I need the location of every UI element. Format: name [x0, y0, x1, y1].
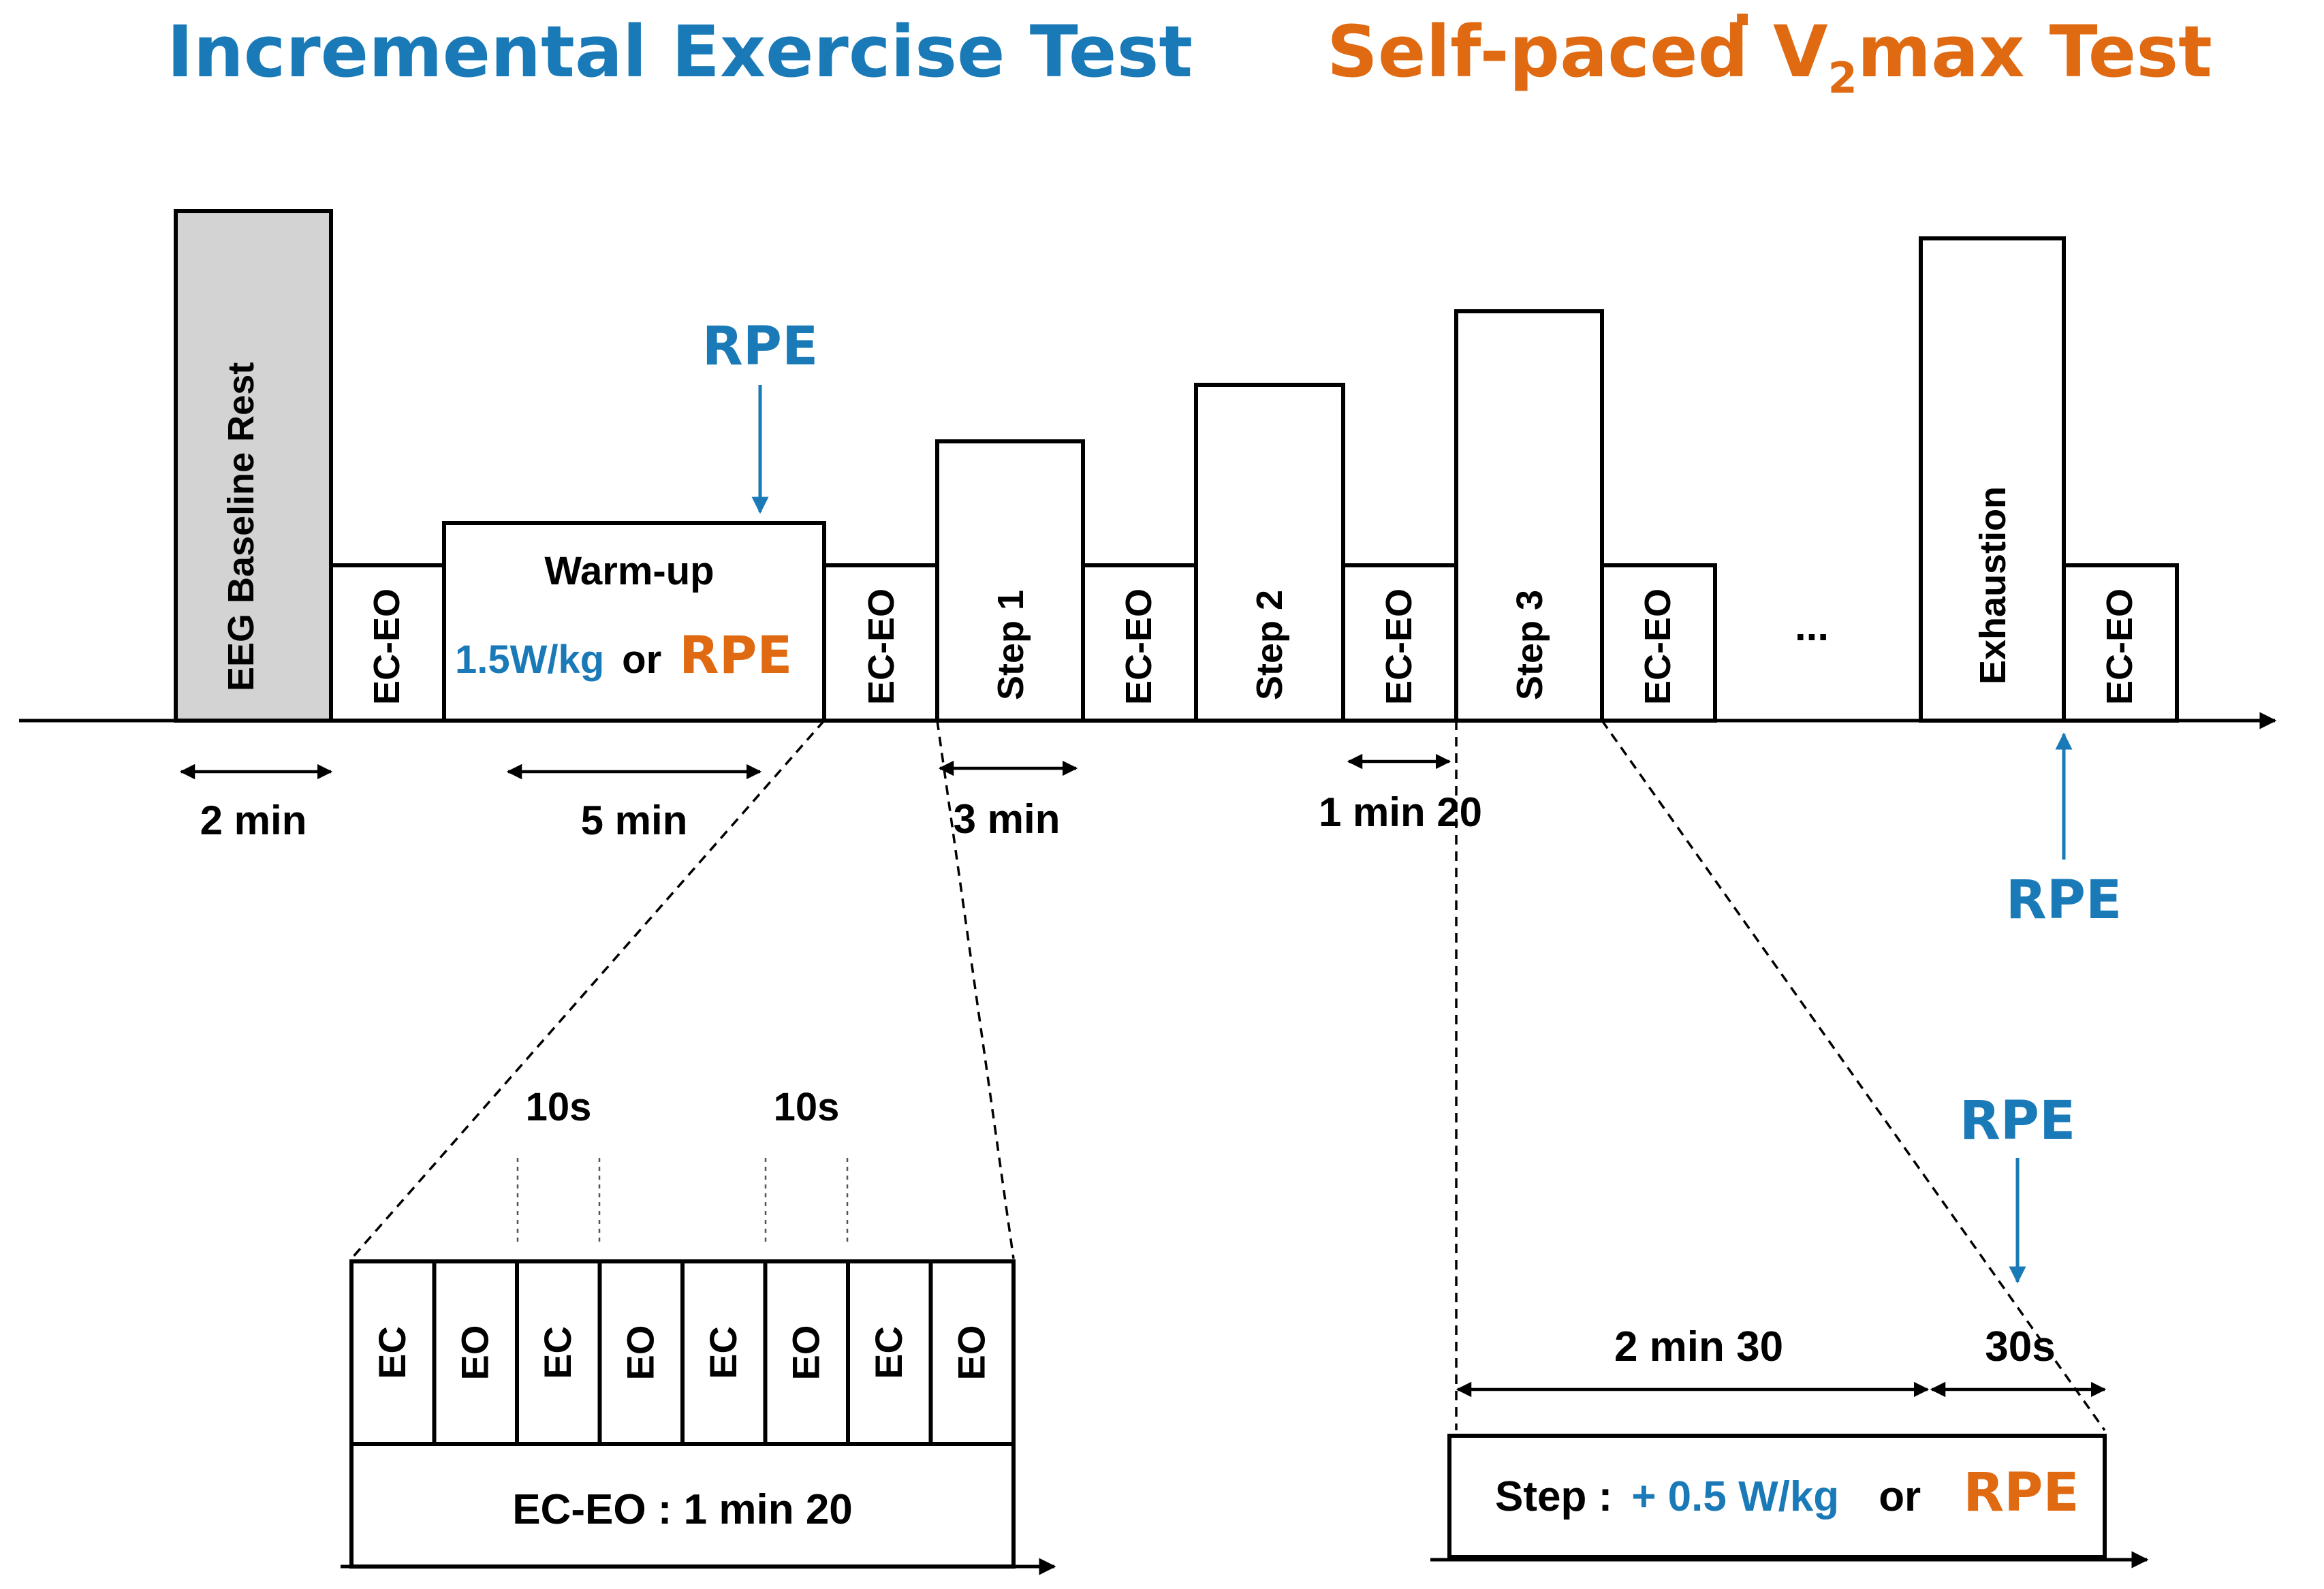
warmup-load-line: 1.5W/kg or RPE: [455, 625, 792, 685]
zoom-line-left-b: [936, 720, 1015, 1259]
exhaustion-block: [1919, 236, 2066, 723]
exhaustion-label: Exhaustion: [1973, 486, 2013, 685]
step-increment-text: Step : + 0.5 W/kg or RPE: [1495, 1462, 2079, 1524]
tick-10s-label-2: 10s: [774, 1085, 840, 1129]
ec-eo-label-3: EC-EO: [1118, 588, 1159, 705]
zoom-line-right-b: [1601, 719, 2106, 1432]
step-duration-main-label: 2 min 30: [1614, 1323, 1783, 1370]
baseline-rest-label: EEG Baseline Rest: [221, 362, 262, 691]
title-vo2-dot: ·: [1731, 0, 1754, 56]
ec-eo-label-4: EC-EO: [1379, 588, 1419, 705]
ec-eo-detail: EC EO EC EO EC EO EC EO EC-EO : 1 min 20 10s 10…: [341, 1085, 1056, 1575]
title-vo2max-test: Self-paced V2max Test: [1327, 10, 2212, 103]
step-3-label: Step 3: [1509, 590, 1550, 700]
duration-label-step: 3 min: [954, 796, 1061, 842]
ec-eo-block-2: [822, 563, 939, 723]
ec-eo-block-6: [2062, 563, 2179, 723]
duration-label-baseline: 2 min: [200, 798, 307, 843]
ec-eo-label-6: EC-EO: [2099, 588, 2140, 705]
rpe-warmup-label: RPE: [702, 316, 819, 377]
ec-eo-cell-2: EO: [453, 1325, 496, 1381]
ec-eo-cell-3: EC: [536, 1326, 579, 1379]
ec-eo-cell-8: EO: [949, 1325, 992, 1381]
warmup-title: Warm-up: [544, 549, 714, 593]
ec-eo-cells: EC EO EC EO EC EO EC EO: [371, 1261, 992, 1444]
step-duration-end-label: 30s: [1985, 1323, 2055, 1370]
step-2-label: Step 2: [1249, 590, 1290, 700]
ec-eo-caption: EC-EO : 1 min 20: [512, 1486, 853, 1533]
step-2-block: [1194, 383, 1345, 723]
ec-eo-caption-box: [349, 1442, 1016, 1569]
title-incremental-test: Incremental Exercise Test: [167, 10, 1193, 93]
step-1-block: [935, 439, 1085, 723]
ec-eo-label-1: EC-EO: [366, 588, 407, 705]
ec-eo-block-1: [329, 563, 446, 723]
ec-eo-block-4: [1341, 563, 1458, 723]
rpe-end-label: RPE: [2006, 870, 2122, 931]
ec-eo-cell-1: EC: [371, 1326, 413, 1379]
ec-eo-cell-6: EO: [784, 1325, 827, 1381]
ellipsis: ...: [1795, 603, 1829, 649]
duration-label-ec-eo: 1 min 20: [1319, 789, 1482, 835]
ec-eo-block-5: [1600, 563, 1717, 723]
duration-label-warmup: 5 min: [581, 798, 688, 843]
step-detail: 2 min 30 30s Step : + 0.5 W/kg or RPE RPE: [1430, 1090, 2149, 1569]
ec-eo-cell-7: EC: [867, 1326, 910, 1379]
ec-eo-label-5: EC-EO: [1637, 588, 1678, 705]
step-3-block: [1454, 309, 1604, 723]
ec-eo-label-2: EC-EO: [861, 588, 902, 705]
step-1-label: Step 1: [990, 590, 1031, 700]
tick-10s-label-1: 10s: [526, 1085, 592, 1129]
baseline-rest-block: [174, 209, 333, 723]
ec-eo-cell-4: EO: [618, 1325, 661, 1381]
ec-eo-block-3: [1081, 563, 1198, 723]
warmup-block: [442, 521, 826, 723]
step-increment-box: [1447, 1434, 2107, 1559]
zoom-line-left-a: [350, 719, 826, 1260]
ec-eo-cell-5: EC: [702, 1326, 744, 1379]
rpe-step-end-label: RPE: [1960, 1090, 2076, 1152]
